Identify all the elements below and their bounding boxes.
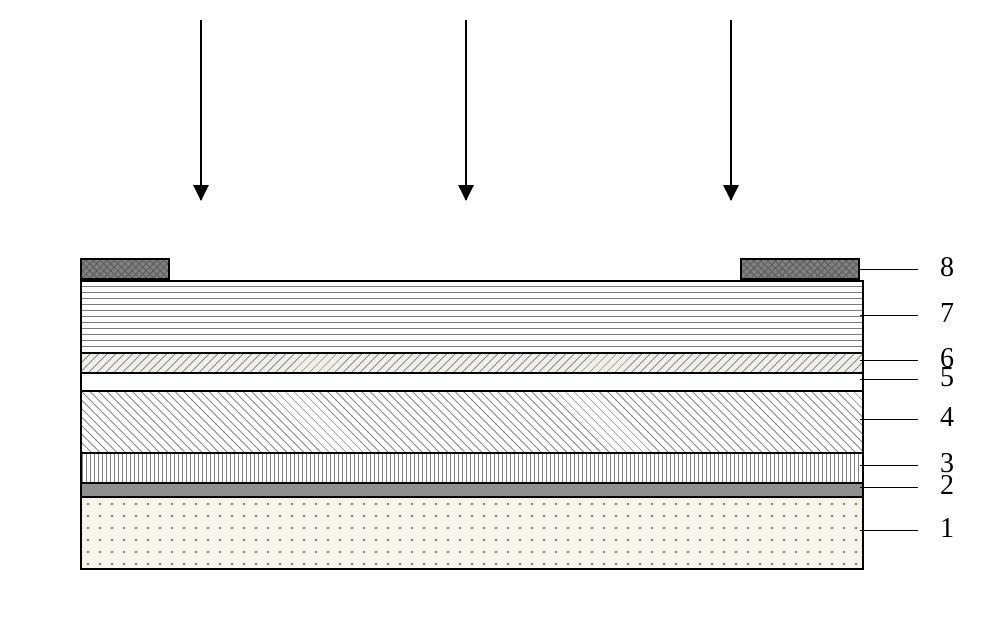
leader-5 — [860, 379, 918, 380]
label-8: 8 — [940, 252, 954, 284]
layer-7 — [82, 282, 862, 352]
label-2: 2 — [940, 470, 954, 502]
incident-arrow-3 — [730, 20, 732, 200]
label-1: 1 — [940, 513, 954, 545]
label-4: 4 — [940, 402, 954, 434]
layer-4 — [82, 390, 862, 452]
layer-5 — [82, 372, 862, 390]
leader-2 — [860, 487, 918, 488]
leader-4 — [860, 419, 918, 420]
leader-8 — [860, 269, 918, 270]
leader-3 — [860, 465, 918, 466]
leader-6 — [860, 360, 918, 361]
leader-7 — [860, 315, 918, 316]
label-7: 7 — [940, 298, 954, 330]
right-contact — [740, 258, 860, 280]
layer-2 — [82, 482, 862, 496]
leader-1 — [860, 530, 918, 531]
incident-arrow-2 — [465, 20, 467, 200]
layer-1 — [82, 496, 862, 568]
label-5: 5 — [940, 362, 954, 394]
layer-stack-diagram — [80, 280, 864, 570]
left-contact — [80, 258, 170, 280]
incident-arrow-1 — [200, 20, 202, 200]
layer-3 — [82, 452, 862, 482]
layer-6 — [82, 352, 862, 372]
